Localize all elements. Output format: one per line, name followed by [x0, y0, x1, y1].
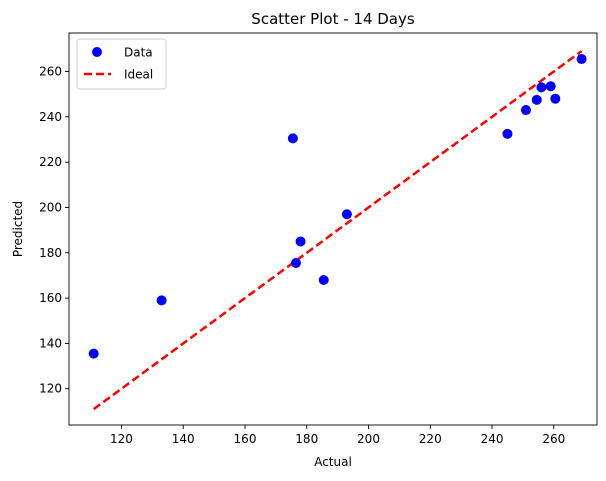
- y-tick-label: 140: [39, 336, 62, 350]
- data-point: [287, 133, 298, 144]
- y-tick-label: 120: [39, 382, 62, 396]
- x-tick-label: 120: [110, 432, 133, 446]
- x-tick-label: 160: [234, 432, 257, 446]
- y-tick-label: 200: [39, 200, 62, 214]
- data-point: [545, 81, 556, 92]
- x-tick-label: 140: [172, 432, 195, 446]
- data-point: [295, 236, 306, 247]
- data-point: [290, 257, 301, 268]
- chart-title: Scatter Plot - 14 Days: [251, 10, 415, 28]
- x-tick-label: 220: [419, 432, 442, 446]
- x-tick-label: 240: [481, 432, 504, 446]
- y-tick-label: 260: [39, 65, 62, 79]
- y-tick-label: 220: [39, 155, 62, 169]
- y-tick-label: 160: [39, 291, 62, 305]
- data-point: [156, 295, 167, 306]
- x-axis-label: Actual: [314, 455, 352, 469]
- ideal-line: [92, 50, 583, 411]
- legend: Data Ideal: [76, 38, 167, 90]
- data-point: [341, 209, 352, 220]
- data-point: [502, 128, 513, 139]
- x-axis: 120 140 160 180 200 220 240 260: [110, 425, 565, 446]
- data-point: [536, 82, 547, 93]
- data-point: [531, 94, 542, 105]
- y-tick-label: 240: [39, 110, 62, 124]
- x-tick-label: 180: [295, 432, 318, 446]
- legend-data-marker: [92, 47, 102, 57]
- data-point: [520, 105, 531, 116]
- data-point: [318, 274, 329, 285]
- data-point: [550, 93, 561, 104]
- x-tick-label: 260: [542, 432, 565, 446]
- data-point: [88, 348, 99, 359]
- data-point: [576, 54, 587, 65]
- y-axis-label: Predicted: [11, 201, 25, 257]
- legend-ideal-label: Ideal: [124, 68, 153, 82]
- y-axis: 120 140 160 180 200 220 240 260: [39, 65, 69, 396]
- x-tick-label: 200: [357, 432, 380, 446]
- legend-data-label: Data: [124, 46, 153, 60]
- data-points: [88, 54, 587, 359]
- plot-frame: [68, 32, 598, 426]
- y-tick-label: 180: [39, 246, 62, 260]
